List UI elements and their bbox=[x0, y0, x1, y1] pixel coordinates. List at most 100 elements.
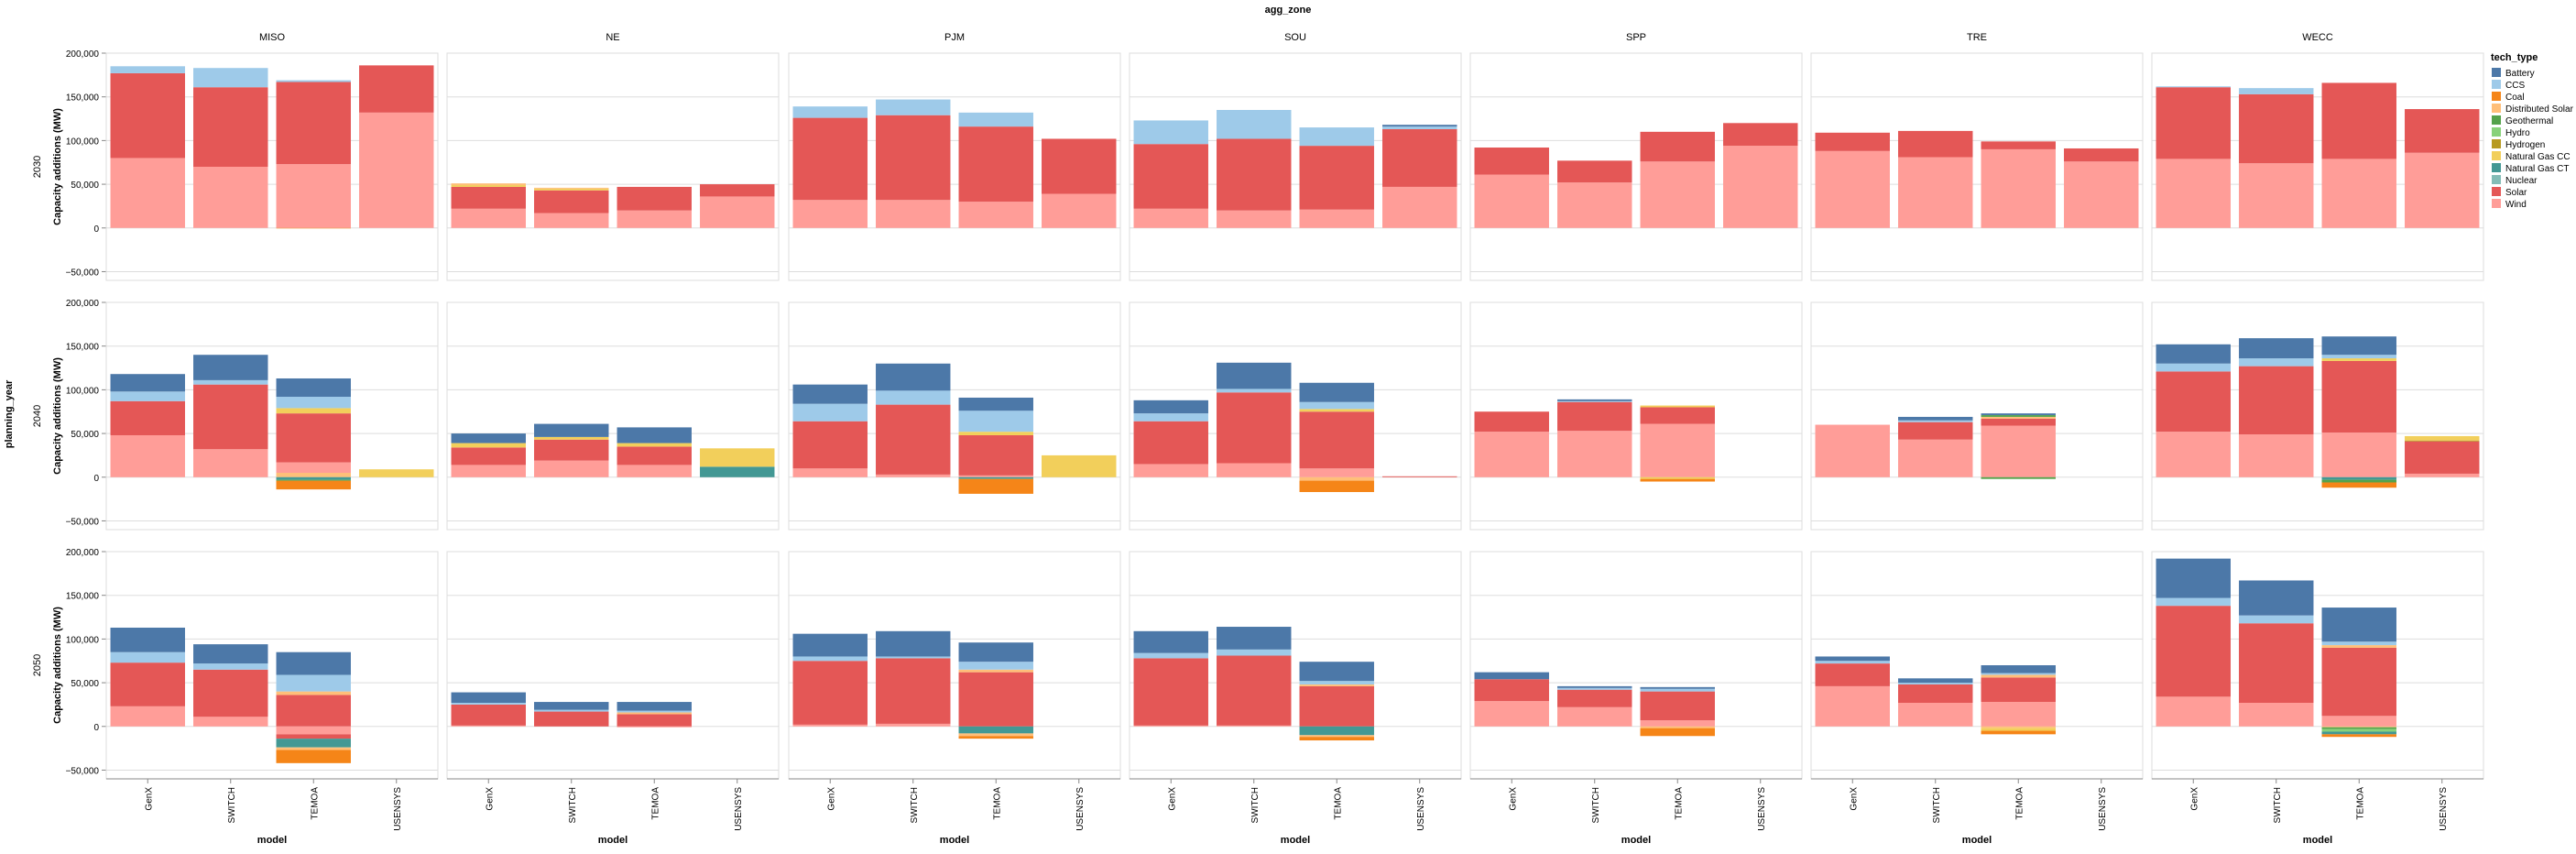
bar-segment-battery bbox=[2322, 608, 2396, 641]
bar-segment-wind bbox=[1898, 158, 1972, 228]
bar-segment-solar bbox=[2239, 94, 2313, 163]
bar-segment-wind bbox=[1134, 726, 1208, 727]
facet-header-sou: SOU bbox=[1284, 32, 1306, 43]
legend-label: Battery bbox=[2505, 69, 2535, 79]
bar-segment-ccs bbox=[1641, 689, 1715, 692]
bar-segment-solar bbox=[1898, 131, 1972, 158]
bar-segment-wind bbox=[1641, 161, 1715, 227]
bar-segment-solar bbox=[700, 184, 774, 196]
bar-segment-wind bbox=[1475, 701, 1549, 727]
bar-segment-coal bbox=[959, 479, 1033, 494]
x-tick-label: SWITCH bbox=[227, 787, 237, 823]
x-tick-label: TEMOA bbox=[992, 787, 1002, 820]
legend-swatch bbox=[2492, 92, 2501, 101]
bar-segment-solar bbox=[1042, 138, 1116, 193]
bar-segment-natural-gas-cc bbox=[534, 189, 608, 191]
bar-segment-wind bbox=[2156, 432, 2231, 477]
legend-swatch bbox=[2492, 104, 2501, 113]
bar-segment-battery bbox=[617, 427, 692, 443]
x-axis-title: model bbox=[940, 835, 969, 846]
y-tick-label: 150,000 bbox=[66, 93, 100, 104]
bar-segment-wind bbox=[193, 717, 267, 726]
bar-segment-battery bbox=[1557, 400, 1632, 401]
bar-segment-wind bbox=[2239, 163, 2313, 228]
bar-segment-battery bbox=[277, 378, 351, 397]
bar-segment-geothermal bbox=[2322, 728, 2396, 729]
bar-segment-battery bbox=[793, 385, 868, 404]
panel-frame bbox=[1811, 302, 2143, 530]
bar-segment-natural-gas-ct bbox=[1300, 727, 1374, 736]
x-tick-label: GenX bbox=[485, 787, 495, 811]
bar-segment-battery bbox=[1217, 627, 1291, 650]
panel-frame bbox=[1470, 552, 1802, 779]
facet-header-tre: TRE bbox=[1967, 32, 1987, 43]
bar-segment-ccs bbox=[1134, 120, 1208, 144]
bar-segment-solar bbox=[277, 695, 351, 726]
bar-segment-natural-gas-cc bbox=[1641, 477, 1715, 479]
legend-label: Solar bbox=[2505, 188, 2527, 198]
bar-segment-battery bbox=[277, 652, 351, 675]
bar-segment-wind bbox=[1898, 703, 1972, 727]
bar-segment-distributed-solar bbox=[1300, 735, 1374, 737]
panel-frame bbox=[447, 53, 779, 280]
y-tick-label: 100,000 bbox=[66, 386, 100, 396]
x-axis-title: model bbox=[1621, 835, 1651, 846]
row-label-2050: 2050 bbox=[32, 654, 43, 676]
legend-swatch bbox=[2492, 115, 2501, 125]
bar-segment-wind bbox=[1816, 425, 1890, 477]
bar-segment-ccs bbox=[534, 710, 608, 712]
bar-segment-ccs bbox=[111, 652, 185, 662]
bar-segment-solar bbox=[1981, 141, 2056, 149]
bar-segment-wind bbox=[2156, 159, 2231, 227]
bar-segment-ccs bbox=[1134, 413, 1208, 422]
bar-segment-ccs bbox=[1217, 110, 1291, 138]
bar-segment-wind bbox=[1816, 151, 1890, 228]
bar-segment-coal bbox=[1300, 737, 1374, 740]
bar-segment-ccs bbox=[2156, 86, 2231, 87]
legend-swatch bbox=[2492, 151, 2501, 160]
bar-segment-battery bbox=[1217, 363, 1291, 389]
bar-segment-battery bbox=[193, 644, 267, 663]
x-axis-title: model bbox=[1962, 835, 1992, 846]
x-tick-label: TEMOA bbox=[310, 787, 320, 820]
bar-segment-solar bbox=[1898, 684, 1972, 703]
bar-segment-wind bbox=[193, 449, 267, 477]
bar-segment-solar bbox=[359, 65, 433, 113]
x-tick-label: USENSYS bbox=[1416, 787, 1426, 831]
bar-segment-ccs bbox=[793, 404, 868, 422]
bar-segment-solar bbox=[2405, 442, 2479, 474]
y-tick-label: 0 bbox=[93, 474, 99, 484]
bar-segment-ccs bbox=[277, 81, 351, 82]
facet-header-spp: SPP bbox=[1626, 32, 1646, 43]
bar-segment-battery bbox=[2239, 338, 2313, 358]
bar-segment-ccs bbox=[193, 68, 267, 87]
bar-segment-ccs bbox=[2322, 355, 2396, 358]
bar-segment-solar bbox=[1816, 133, 1890, 151]
bar-segment-ccs bbox=[876, 390, 950, 404]
bar-segment-solar bbox=[959, 435, 1033, 476]
y-tick-label: 50,000 bbox=[71, 430, 99, 440]
bar-segment-wind bbox=[876, 724, 950, 727]
bar-segment-solar bbox=[1217, 138, 1291, 210]
bar-segment-wind bbox=[1217, 726, 1291, 727]
legend-label: CCS bbox=[2505, 81, 2525, 91]
bar-segment-wind bbox=[534, 214, 608, 228]
bar-segment-battery bbox=[1898, 417, 1972, 421]
legend-label: Natural Gas CC bbox=[2505, 152, 2571, 162]
bar-segment-wind bbox=[1134, 464, 1208, 476]
x-tick-label: GenX bbox=[1167, 787, 1177, 811]
bar-segment-natural-gas-ct bbox=[277, 477, 351, 480]
bar-segment-battery bbox=[1557, 686, 1632, 688]
bar-segment-solar bbox=[793, 661, 868, 725]
bar-segment-ccs bbox=[959, 662, 1033, 670]
bar-segment-battery bbox=[1981, 665, 2056, 673]
bar-segment-solar bbox=[1475, 679, 1549, 701]
x-tick-label: USENSYS bbox=[2439, 787, 2449, 831]
bar-segment-natural-gas-ct bbox=[959, 727, 1033, 734]
x-tick-label: TEMOA bbox=[1333, 787, 1343, 820]
bar-segment-ccs bbox=[617, 711, 692, 713]
bar-segment-wind bbox=[793, 725, 868, 727]
bar-segment-geothermal bbox=[2322, 480, 2396, 483]
bar-segment-ccs bbox=[1557, 401, 1632, 402]
